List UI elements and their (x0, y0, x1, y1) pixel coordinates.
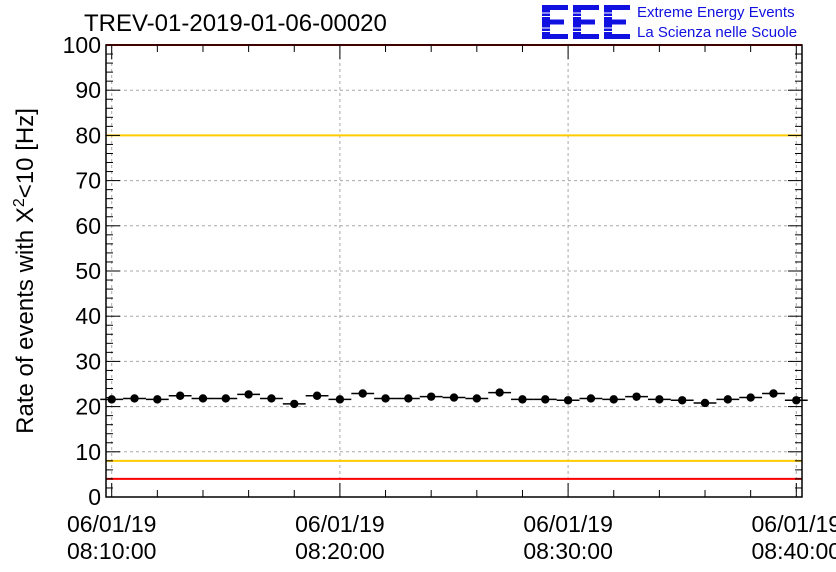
data-point (655, 395, 664, 404)
data-point (130, 394, 139, 403)
data-point (472, 394, 482, 403)
y-tick-label: 20 (75, 394, 101, 420)
y-tick-label: 100 (63, 32, 101, 58)
y-tick-label: 90 (75, 77, 101, 103)
data-point (677, 396, 687, 405)
data-point (404, 394, 413, 403)
data-point (175, 391, 185, 400)
chart-title: TREV-01-2019-01-06-00020 (84, 10, 387, 37)
data-point (221, 394, 231, 403)
y-tick-label: 50 (75, 258, 101, 284)
eee-logo-icon (542, 5, 634, 39)
y-tick-label: 70 (75, 168, 101, 194)
data-point (358, 389, 367, 398)
y-tick-label: 40 (75, 303, 101, 329)
data-point (700, 398, 710, 408)
data-point (609, 395, 618, 404)
data-point (495, 388, 504, 397)
x-tick-label-date: 06/01/19 (752, 511, 836, 537)
x-tick-label-time: 08:10:00 (67, 538, 157, 564)
y-tick-label: 0 (88, 484, 101, 510)
data-point (518, 395, 527, 404)
x-tick-label-time: 08:40:00 (752, 538, 836, 564)
x-tick-label-date: 06/01/19 (67, 511, 157, 537)
data-point (107, 395, 116, 404)
y-tick-label: 30 (75, 348, 101, 374)
data-point (290, 399, 299, 409)
data-point (746, 393, 755, 402)
y-tick-label: 80 (75, 122, 101, 148)
data-point (153, 395, 162, 404)
data-point (381, 394, 390, 403)
logo-line-1: Extreme Energy Events (637, 4, 795, 21)
data-point (769, 389, 778, 398)
y-tick-label: 10 (75, 439, 101, 465)
x-tick-label-time: 08:30:00 (523, 538, 613, 564)
data-point (632, 392, 641, 401)
data-point (198, 394, 208, 403)
data-point (563, 396, 573, 405)
x-tick-label-time: 08:20:00 (295, 538, 385, 564)
x-tick-label-date: 06/01/19 (295, 511, 385, 537)
x-tick-label-date: 06/01/19 (523, 511, 613, 537)
logo-line-2: La Scienza nelle Scuole (637, 24, 798, 41)
data-point (267, 394, 276, 403)
y-tick-label: 60 (75, 213, 101, 239)
data-point (541, 395, 550, 404)
data-point (792, 396, 801, 405)
data-point (312, 391, 322, 400)
y-axis-label: Rate of events with X2<10 [Hz] (11, 108, 39, 434)
data-point (426, 392, 436, 401)
data-point (449, 393, 459, 402)
data-point (586, 394, 596, 403)
data-point (723, 395, 733, 404)
data-point (335, 395, 345, 404)
data-point (244, 390, 253, 399)
